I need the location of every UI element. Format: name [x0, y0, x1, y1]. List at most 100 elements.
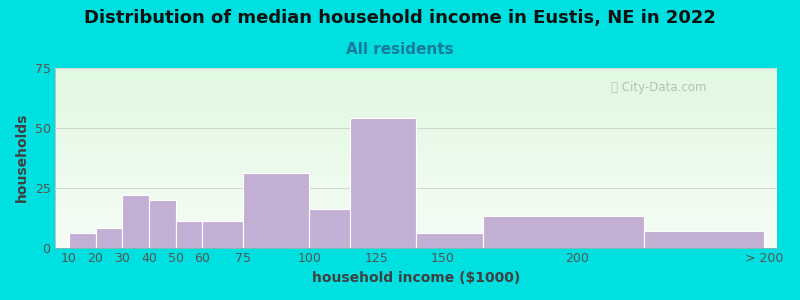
Bar	[55, 152, 778, 154]
Bar	[176, 221, 202, 248]
Bar	[55, 230, 778, 231]
Bar	[55, 205, 778, 206]
Bar	[55, 246, 778, 248]
Bar	[55, 187, 778, 188]
Bar	[55, 214, 778, 215]
Bar	[55, 116, 778, 118]
Bar	[55, 120, 778, 122]
Bar	[55, 215, 778, 217]
Bar	[55, 91, 778, 93]
Bar	[55, 131, 778, 133]
Bar	[55, 174, 778, 176]
Bar	[55, 118, 778, 120]
Bar	[55, 136, 778, 138]
Bar	[55, 206, 778, 208]
Bar	[55, 212, 778, 214]
Bar	[55, 142, 778, 143]
Bar	[55, 220, 778, 222]
Bar	[55, 210, 778, 212]
Bar	[55, 140, 778, 142]
Bar	[644, 231, 764, 248]
Bar	[55, 129, 778, 131]
Bar	[55, 169, 778, 170]
Bar	[350, 118, 416, 248]
Bar	[55, 188, 778, 190]
Bar	[55, 224, 778, 226]
Bar	[55, 217, 778, 219]
Bar	[55, 124, 778, 125]
Bar	[55, 100, 778, 102]
Bar	[55, 161, 778, 163]
Bar	[55, 70, 778, 72]
Bar	[95, 228, 122, 248]
Bar	[55, 178, 778, 179]
Bar	[55, 109, 778, 111]
Bar	[55, 122, 778, 124]
Bar	[55, 244, 778, 246]
Bar	[55, 190, 778, 192]
Bar	[69, 233, 95, 247]
Bar	[55, 147, 778, 149]
Bar	[55, 222, 778, 224]
Bar	[55, 172, 778, 174]
Bar	[55, 238, 778, 240]
Bar	[55, 88, 778, 89]
Bar	[55, 74, 778, 75]
Bar	[55, 145, 778, 147]
Bar	[55, 79, 778, 81]
Bar	[55, 203, 778, 205]
Bar	[55, 133, 778, 134]
Bar	[55, 156, 778, 158]
Y-axis label: households: households	[15, 113, 29, 202]
Bar	[55, 115, 778, 116]
Bar	[55, 68, 778, 70]
Bar	[55, 199, 778, 201]
Bar	[55, 226, 778, 228]
Bar	[55, 165, 778, 167]
Bar	[122, 195, 149, 247]
Bar	[55, 98, 778, 100]
Bar	[55, 240, 778, 242]
Bar	[55, 242, 778, 244]
Bar	[310, 209, 350, 247]
Bar	[55, 158, 778, 160]
Bar	[55, 149, 778, 151]
Bar	[55, 127, 778, 129]
Bar	[55, 185, 778, 187]
Bar	[55, 95, 778, 97]
Bar	[55, 196, 778, 197]
Bar	[55, 179, 778, 181]
Bar	[416, 233, 483, 247]
Bar	[55, 237, 778, 239]
Bar	[55, 201, 778, 203]
Bar	[55, 176, 778, 178]
Bar	[55, 194, 778, 196]
Bar	[55, 197, 778, 199]
Bar	[55, 160, 778, 161]
Bar	[55, 107, 778, 109]
Bar	[55, 163, 778, 165]
Bar	[55, 143, 778, 145]
Bar	[55, 93, 778, 95]
Bar	[483, 217, 644, 248]
Bar	[55, 231, 778, 233]
Bar	[55, 104, 778, 106]
Bar	[55, 97, 778, 98]
Bar	[55, 170, 778, 172]
Bar	[55, 219, 778, 220]
Bar	[55, 228, 778, 230]
Bar	[55, 82, 778, 84]
Bar	[55, 134, 778, 136]
Bar	[55, 183, 778, 185]
Bar	[55, 106, 778, 107]
Bar	[55, 125, 778, 127]
Bar	[149, 200, 176, 248]
Bar	[55, 72, 778, 74]
Bar	[55, 233, 778, 235]
Bar	[55, 208, 778, 210]
Text: ⓘ City-Data.com: ⓘ City-Data.com	[611, 81, 706, 94]
Bar	[55, 151, 778, 152]
Bar	[55, 154, 778, 156]
Bar	[55, 75, 778, 77]
Bar	[55, 89, 778, 91]
